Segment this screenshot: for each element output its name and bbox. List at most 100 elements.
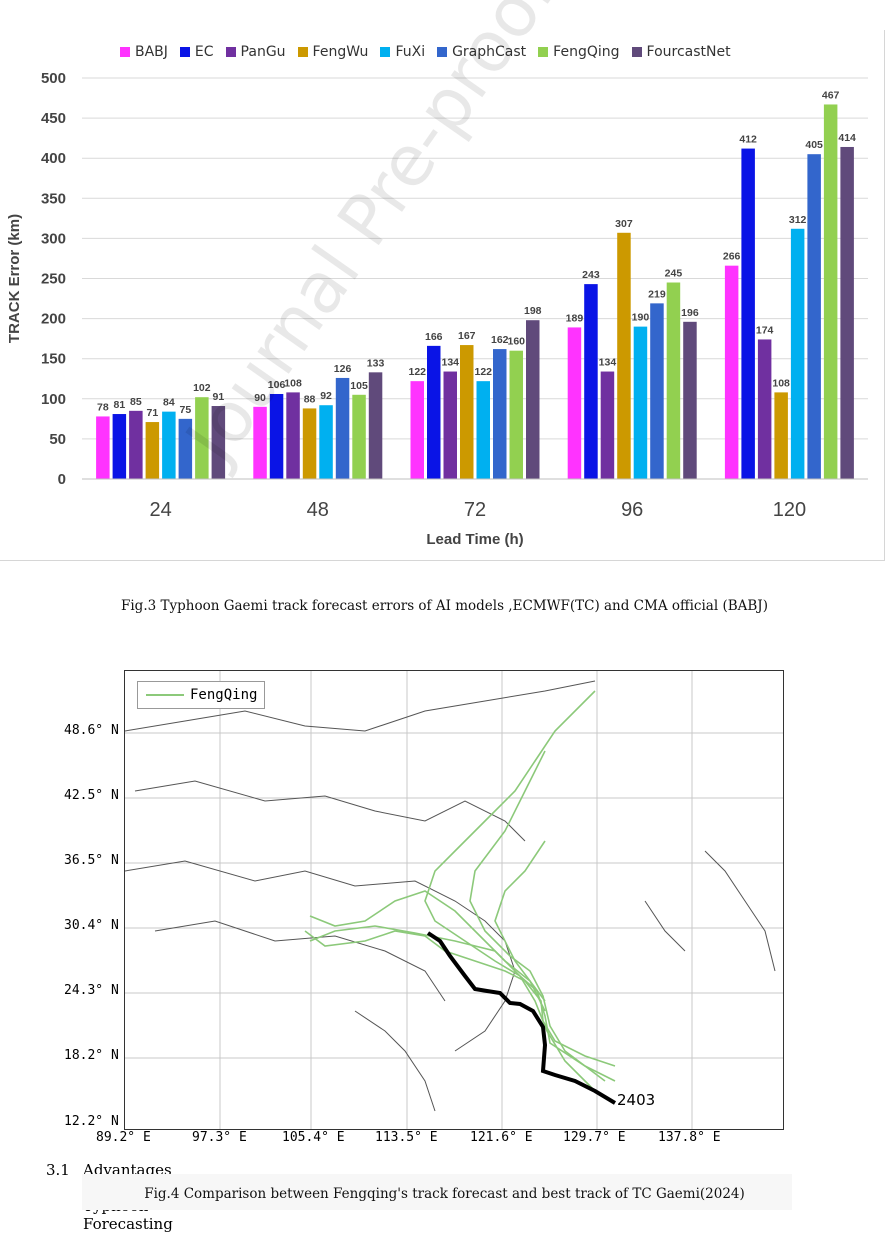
best-track: [426, 931, 617, 1105]
data-label: 108: [772, 377, 790, 389]
map-legend-label: FengQing: [190, 687, 258, 703]
data-label: 78: [97, 401, 109, 413]
legend-item: FengWu: [297, 44, 368, 60]
data-label: 219: [648, 288, 666, 300]
bar: [790, 228, 805, 479]
coastlines: [125, 680, 776, 1112]
data-label: 122: [474, 366, 492, 378]
bar: [741, 148, 755, 480]
bar: [145, 422, 160, 479]
longitude-label: 105.4° E: [282, 1130, 345, 1145]
data-label: 266: [723, 251, 741, 263]
longitude-label: 137.8° E: [658, 1130, 721, 1145]
bar: [724, 265, 739, 479]
bar: [269, 393, 284, 479]
y-axis-label: TRACK Error (km): [6, 214, 23, 343]
data-label: 405: [805, 139, 823, 151]
y-tick-label: 100: [41, 391, 66, 408]
data-label: 167: [458, 330, 476, 342]
bar: [319, 405, 333, 479]
longitude-label: 89.2° E: [96, 1130, 151, 1145]
section-heading: 3.1 Advantages of AI in Typhoon Forecast…: [46, 1161, 173, 1233]
x-tick-label: 48: [307, 499, 329, 521]
data-label: 190: [632, 312, 650, 324]
bar: [633, 326, 648, 479]
legend-item: GraphCast: [437, 44, 526, 60]
fengqing-tracks: [304, 690, 616, 1092]
bar: [253, 406, 267, 479]
data-label: 91: [213, 391, 225, 403]
data-label: 160: [507, 336, 525, 348]
data-label: 174: [756, 324, 774, 336]
bar: [617, 232, 631, 479]
data-label: 84: [163, 397, 175, 409]
data-label: 105: [350, 380, 368, 392]
legend-swatch: [538, 47, 549, 57]
bar: [493, 349, 507, 479]
y-tick-label: 250: [41, 271, 66, 288]
latitude-label: 18.2° N: [64, 1048, 119, 1063]
data-label: 133: [367, 357, 385, 369]
x-axis-label: Lead Time (h): [426, 531, 523, 548]
y-tick-label: 200: [41, 311, 66, 328]
bar: [178, 418, 193, 479]
data-label: 122: [408, 366, 426, 378]
bar: [840, 146, 854, 480]
bar: [352, 394, 366, 479]
bar: [526, 320, 540, 479]
section-number: 3.1: [46, 1161, 70, 1179]
bar: [757, 339, 772, 479]
data-label: 102: [193, 382, 211, 394]
map-legend: FengQing: [137, 681, 265, 709]
bar: [302, 408, 317, 479]
bar: [335, 377, 350, 479]
y-tick-label: 150: [41, 351, 66, 368]
map-drawing: [125, 671, 783, 1129]
data-label: 134: [599, 357, 617, 369]
chart-frame: [0, 30, 885, 561]
x-tick-label: 96: [621, 499, 643, 521]
y-tick-label: 450: [41, 110, 66, 127]
y-tick-label: 350: [41, 190, 66, 207]
latitude-label: 30.4° N: [64, 918, 119, 933]
track-error-bar-chart: 0 50 100 150 200 250 300 350 400 450 500 TRACK Erro…: [6, 70, 868, 548]
bar: [112, 414, 127, 479]
legend-swatch: [297, 47, 308, 57]
latitude-label: 24.3° N: [64, 983, 119, 998]
legend-label: FuXi: [395, 44, 426, 60]
bar: [584, 284, 598, 479]
map-grid: [125, 671, 783, 1129]
data-label: 85: [130, 396, 142, 408]
track-map: FengQing 2403: [124, 670, 784, 1130]
bar: [129, 410, 143, 479]
bar: [476, 381, 490, 479]
bar: [443, 371, 457, 479]
data-label: 166: [425, 331, 443, 343]
data-label: 71: [147, 407, 159, 419]
y-tick-label: 400: [41, 150, 66, 167]
data-label: 189: [566, 312, 584, 324]
bar: [600, 371, 615, 479]
legend-swatch: [179, 47, 190, 57]
x-tick-label: 24: [149, 499, 171, 521]
data-label: 414: [838, 132, 856, 144]
x-tick-label: 120: [773, 499, 806, 521]
data-label: 245: [665, 268, 683, 280]
x-tick-label: 72: [464, 499, 486, 521]
fig3-caption: Fig.3 Typhoon Gaemi track forecast error…: [121, 598, 768, 614]
bar: [211, 406, 226, 479]
data-label: 312: [789, 214, 807, 226]
data-label: 198: [524, 305, 542, 317]
legend-label: GraphCast: [452, 44, 527, 60]
legend-swatch: [225, 47, 236, 57]
bar: [650, 303, 664, 479]
latitude-label: 48.6° N: [64, 723, 119, 738]
legend-label: FourcastNet: [646, 44, 731, 60]
bar: [195, 397, 209, 479]
data-label: 134: [441, 357, 459, 369]
latitude-label: 42.5° N: [64, 788, 119, 803]
data-label: 243: [582, 269, 600, 281]
data-label: 75: [180, 404, 192, 416]
bar: [410, 381, 424, 479]
legend-item: FengQing: [538, 44, 620, 60]
